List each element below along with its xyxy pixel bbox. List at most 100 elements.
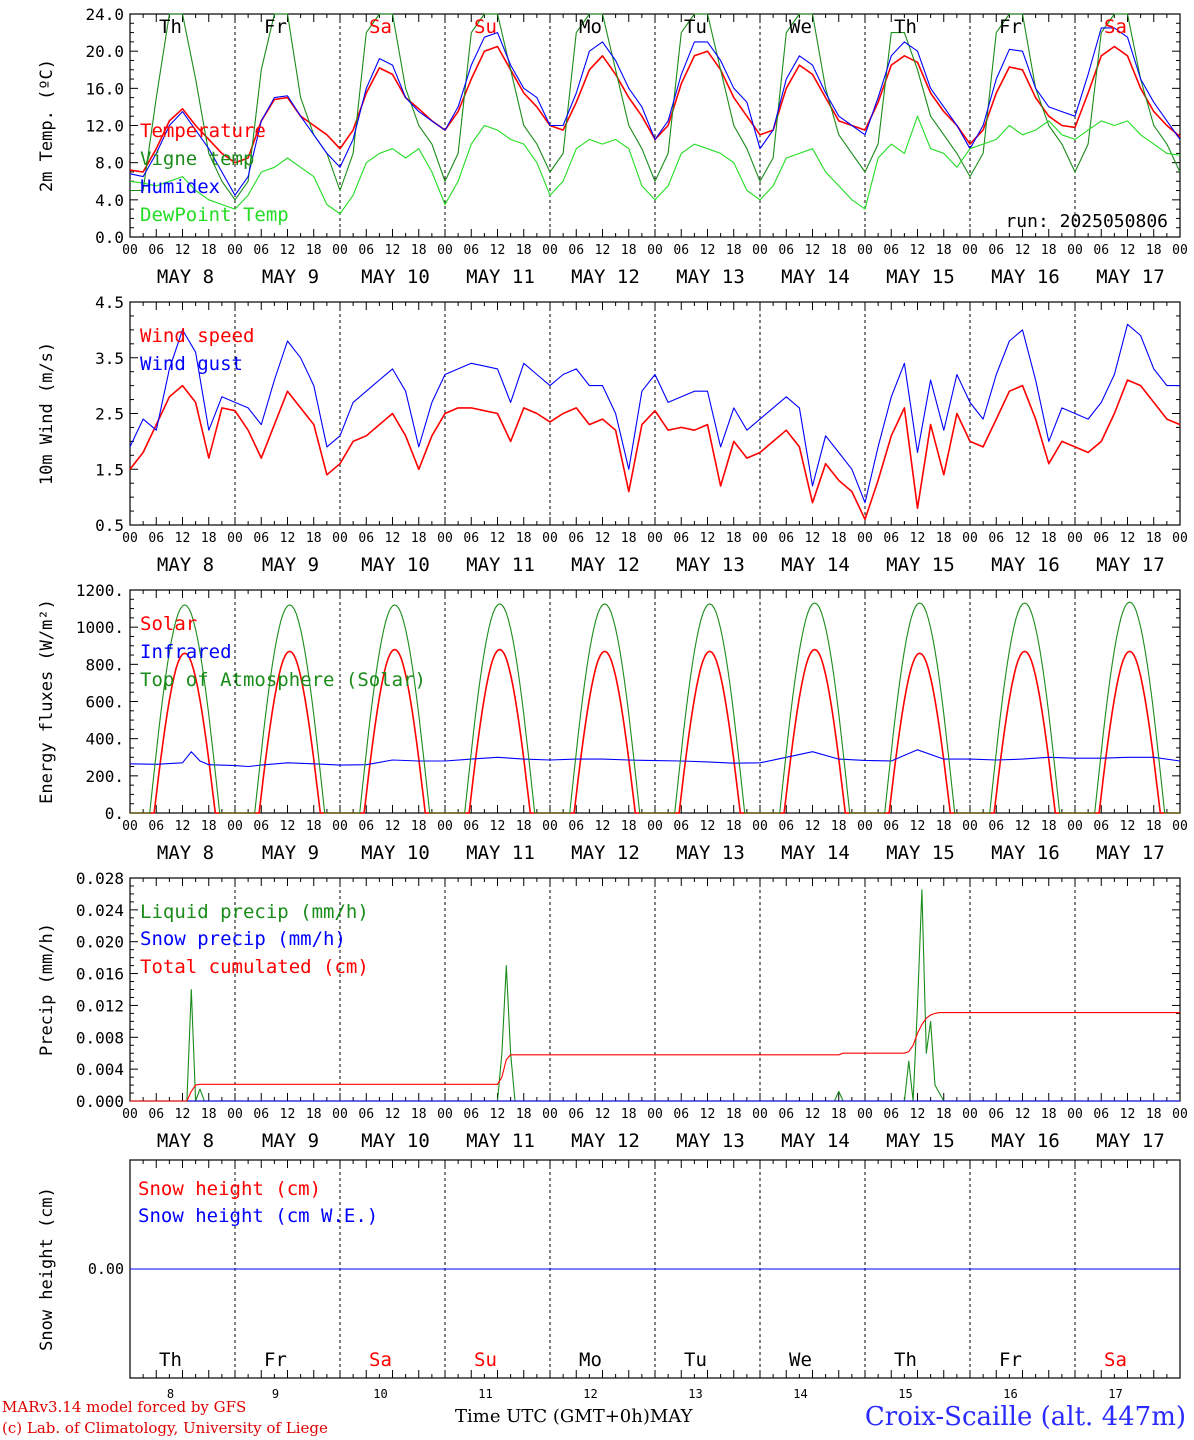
hour-tick-label: 18: [516, 243, 532, 258]
hour-tick-label: 18: [936, 243, 952, 258]
series-line-vigne-temp: [130, 13, 1181, 201]
hour-tick-label: 00: [227, 531, 243, 546]
date-label: MAY 16: [991, 1130, 1060, 1152]
hour-tick-label: 00: [647, 243, 663, 258]
hour-tick-label: 18: [831, 819, 847, 834]
time-axis-title: Time UTC (GMT+0h)MAY: [455, 1406, 693, 1427]
hour-tick-label: 12: [490, 819, 506, 834]
date-label: MAY 10: [361, 554, 430, 576]
hour-tick-label: 06: [358, 243, 374, 258]
hour-tick-label: 12: [1120, 243, 1136, 258]
weekday-label: Sa: [369, 16, 392, 38]
plot-frame: [129, 589, 1181, 814]
day-number-label: 16: [1003, 1387, 1017, 1401]
hour-tick-label: 12: [910, 1107, 926, 1122]
date-label: MAY 14: [781, 842, 850, 864]
hour-tick-label: 00: [752, 243, 768, 258]
hour-tick-label: 12: [805, 1107, 821, 1122]
y-axis-label: Precip (mm/h): [37, 923, 57, 1056]
day-number-label: 15: [898, 1387, 912, 1401]
weekday-label: Fr: [264, 1349, 287, 1371]
legend-entry: Solar: [140, 613, 197, 635]
hour-tick-label: 18: [1041, 1107, 1057, 1122]
hour-tick-label: 12: [490, 1107, 506, 1122]
series-line-wind-gust: [129, 323, 1180, 504]
hour-tick-label: 00: [752, 531, 768, 546]
hour-tick-label: 18: [306, 819, 322, 834]
y-tick-label: 1000.: [76, 618, 124, 637]
hour-tick-label: 18: [1041, 819, 1057, 834]
hour-tick-label: 00: [857, 531, 873, 546]
hour-tick-label: 12: [805, 243, 821, 258]
date-label: MAY 13: [676, 842, 745, 864]
hour-tick-label: 12: [280, 531, 296, 546]
lab-credit: (c) Lab. of Climatology, University of L…: [2, 1419, 328, 1437]
hour-tick-label: 00: [542, 819, 558, 834]
hour-tick-label: 12: [1120, 1107, 1136, 1122]
y-tick-label: 800.: [85, 655, 124, 674]
hour-tick-label: 06: [568, 531, 584, 546]
hour-tick-label: 00: [122, 243, 138, 258]
day-number-label: 17: [1108, 1387, 1122, 1401]
date-label: MAY 11: [466, 554, 535, 576]
panel-temp: 00 06 12 18 00 06 12 18 00 06 12 18 00 06 12 18 00 06 12 18…: [37, 5, 1188, 288]
hour-tick-label: 00: [647, 1107, 663, 1122]
hour-tick-label: 00: [857, 819, 873, 834]
date-label: MAY 11: [466, 842, 535, 864]
hour-tick-label: 12: [595, 531, 611, 546]
date-label: MAY 16: [991, 266, 1060, 288]
hour-tick-label: 00: [122, 819, 138, 834]
hour-tick-label: 00: [332, 1107, 348, 1122]
hour-tick-label: 12: [595, 819, 611, 834]
date-label: MAY 9: [262, 842, 319, 864]
hour-tick-label: 06: [988, 243, 1004, 258]
weekday-label: Fr: [264, 16, 287, 38]
hour-tick-label: 00: [1067, 819, 1083, 834]
date-label: MAY 15: [886, 266, 955, 288]
y-tick-label: 0.016: [76, 965, 124, 984]
hour-tick-label: 06: [778, 243, 794, 258]
hour-tick-label: 12: [595, 243, 611, 258]
y-tick-label: 0.012: [76, 996, 124, 1015]
hour-tick-label: 12: [385, 243, 401, 258]
hour-tick-label: 06: [148, 243, 164, 258]
hour-tick-label: 06: [463, 1107, 479, 1122]
hour-tick-label: 06: [778, 531, 794, 546]
hour-tick-label: 00: [1172, 1107, 1188, 1122]
hour-tick-label: 12: [910, 531, 926, 546]
hour-tick-label: 12: [1015, 531, 1031, 546]
date-label: MAY 15: [886, 554, 955, 576]
hour-tick-label: 12: [385, 819, 401, 834]
hour-tick-label: 00: [542, 243, 558, 258]
hour-tick-label: 18: [306, 531, 322, 546]
hour-tick-label: 00: [752, 1107, 768, 1122]
hour-tick-label: 18: [726, 819, 742, 834]
y-tick-label: 0.020: [76, 933, 124, 952]
date-label: MAY 9: [262, 266, 319, 288]
weekday-label: Th: [159, 1349, 182, 1371]
weekday-label: Su: [474, 16, 497, 38]
y-tick-label: 4.5: [95, 293, 124, 312]
hour-tick-label: 12: [280, 819, 296, 834]
hour-tick-label: 12: [1120, 819, 1136, 834]
hour-tick-label: 18: [726, 531, 742, 546]
series-line-total-cumulated-cm-: [130, 1012, 1180, 1102]
date-label: MAY 8: [157, 1130, 214, 1152]
hour-tick-label: 00: [227, 243, 243, 258]
hour-tick-label: 18: [201, 1107, 217, 1122]
hour-tick-label: 18: [621, 1107, 637, 1122]
hour-tick-label: 18: [201, 819, 217, 834]
y-tick-label: 1200.: [76, 581, 124, 600]
hour-tick-label: 06: [463, 531, 479, 546]
date-label: MAY 10: [361, 266, 430, 288]
hour-tick-label: 00: [752, 819, 768, 834]
day-number-label: 13: [688, 1387, 702, 1401]
weekday-label: Su: [474, 1349, 497, 1371]
legend-entry: DewPoint Temp: [140, 204, 289, 226]
date-label: MAY 17: [1096, 554, 1165, 576]
weekday-label: Sa: [369, 1349, 392, 1371]
y-tick-label: 400.: [85, 730, 124, 749]
y-tick-label: 200.: [85, 767, 124, 786]
date-label: MAY 13: [676, 266, 745, 288]
